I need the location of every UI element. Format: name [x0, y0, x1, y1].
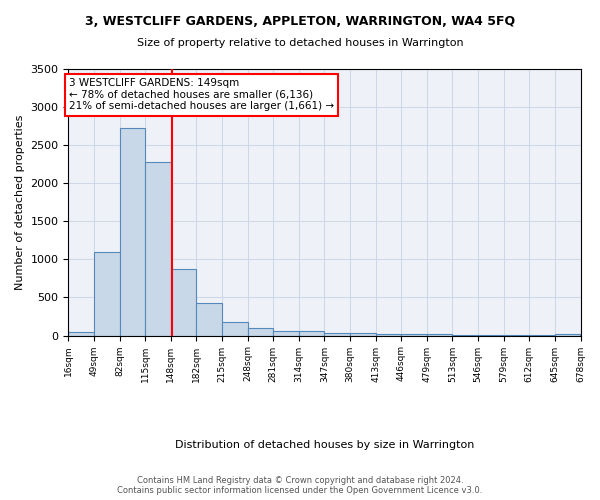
- Bar: [350, 334, 376, 336]
- Bar: [427, 334, 452, 336]
- Bar: [478, 335, 503, 336]
- Bar: [299, 332, 325, 336]
- Bar: [171, 268, 196, 336]
- Y-axis label: Number of detached properties: Number of detached properties: [15, 114, 25, 290]
- Bar: [376, 334, 401, 336]
- Text: Size of property relative to detached houses in Warrington: Size of property relative to detached ho…: [137, 38, 463, 48]
- Text: 3 WESTCLIFF GARDENS: 149sqm
← 78% of detached houses are smaller (6,136)
21% of : 3 WESTCLIFF GARDENS: 149sqm ← 78% of det…: [69, 78, 334, 112]
- X-axis label: Distribution of detached houses by size in Warrington: Distribution of detached houses by size …: [175, 440, 474, 450]
- Bar: [222, 322, 248, 336]
- Bar: [145, 162, 171, 336]
- Bar: [325, 332, 350, 336]
- Bar: [94, 252, 119, 336]
- Bar: [68, 332, 94, 336]
- Bar: [273, 331, 299, 336]
- Text: 3, WESTCLIFF GARDENS, APPLETON, WARRINGTON, WA4 5FQ: 3, WESTCLIFF GARDENS, APPLETON, WARRINGT…: [85, 15, 515, 28]
- Bar: [555, 334, 580, 336]
- Bar: [401, 334, 427, 336]
- Text: Contains HM Land Registry data © Crown copyright and database right 2024.
Contai: Contains HM Land Registry data © Crown c…: [118, 476, 482, 495]
- Bar: [196, 303, 222, 336]
- Bar: [119, 128, 145, 336]
- Bar: [452, 335, 478, 336]
- Bar: [248, 328, 273, 336]
